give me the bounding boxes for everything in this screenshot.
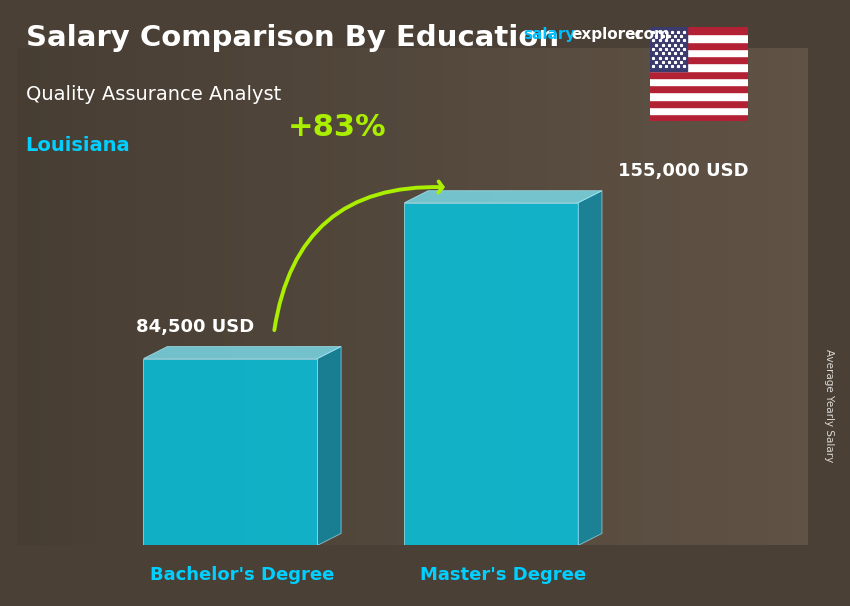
Polygon shape <box>317 347 341 545</box>
Text: .com: .com <box>630 27 671 42</box>
Bar <box>650 27 688 71</box>
Bar <box>650 107 748 114</box>
Bar <box>650 78 748 85</box>
Text: Master's Degree: Master's Degree <box>420 566 586 584</box>
Bar <box>650 35 748 42</box>
Bar <box>650 114 748 121</box>
Text: Average Yearly Salary: Average Yearly Salary <box>824 350 834 462</box>
Text: Salary Comparison By Education: Salary Comparison By Education <box>26 24 558 52</box>
Polygon shape <box>144 359 317 545</box>
Bar <box>650 85 748 92</box>
Bar <box>650 64 748 71</box>
Text: 84,500 USD: 84,500 USD <box>136 318 254 336</box>
Text: Bachelor's Degree: Bachelor's Degree <box>150 566 335 584</box>
Polygon shape <box>405 191 602 202</box>
Polygon shape <box>578 191 602 545</box>
Bar <box>650 42 748 49</box>
Polygon shape <box>405 202 578 545</box>
Bar <box>650 49 748 56</box>
Text: explorer: explorer <box>571 27 643 42</box>
Bar <box>650 56 748 64</box>
Bar <box>650 99 748 107</box>
Bar <box>650 27 748 35</box>
Text: +83%: +83% <box>288 113 387 142</box>
Text: salary: salary <box>523 27 575 42</box>
Polygon shape <box>144 347 341 359</box>
Bar <box>650 92 748 99</box>
Text: Louisiana: Louisiana <box>26 136 130 155</box>
Text: 155,000 USD: 155,000 USD <box>618 162 748 181</box>
Bar <box>650 71 748 78</box>
Text: Quality Assurance Analyst: Quality Assurance Analyst <box>26 85 280 104</box>
